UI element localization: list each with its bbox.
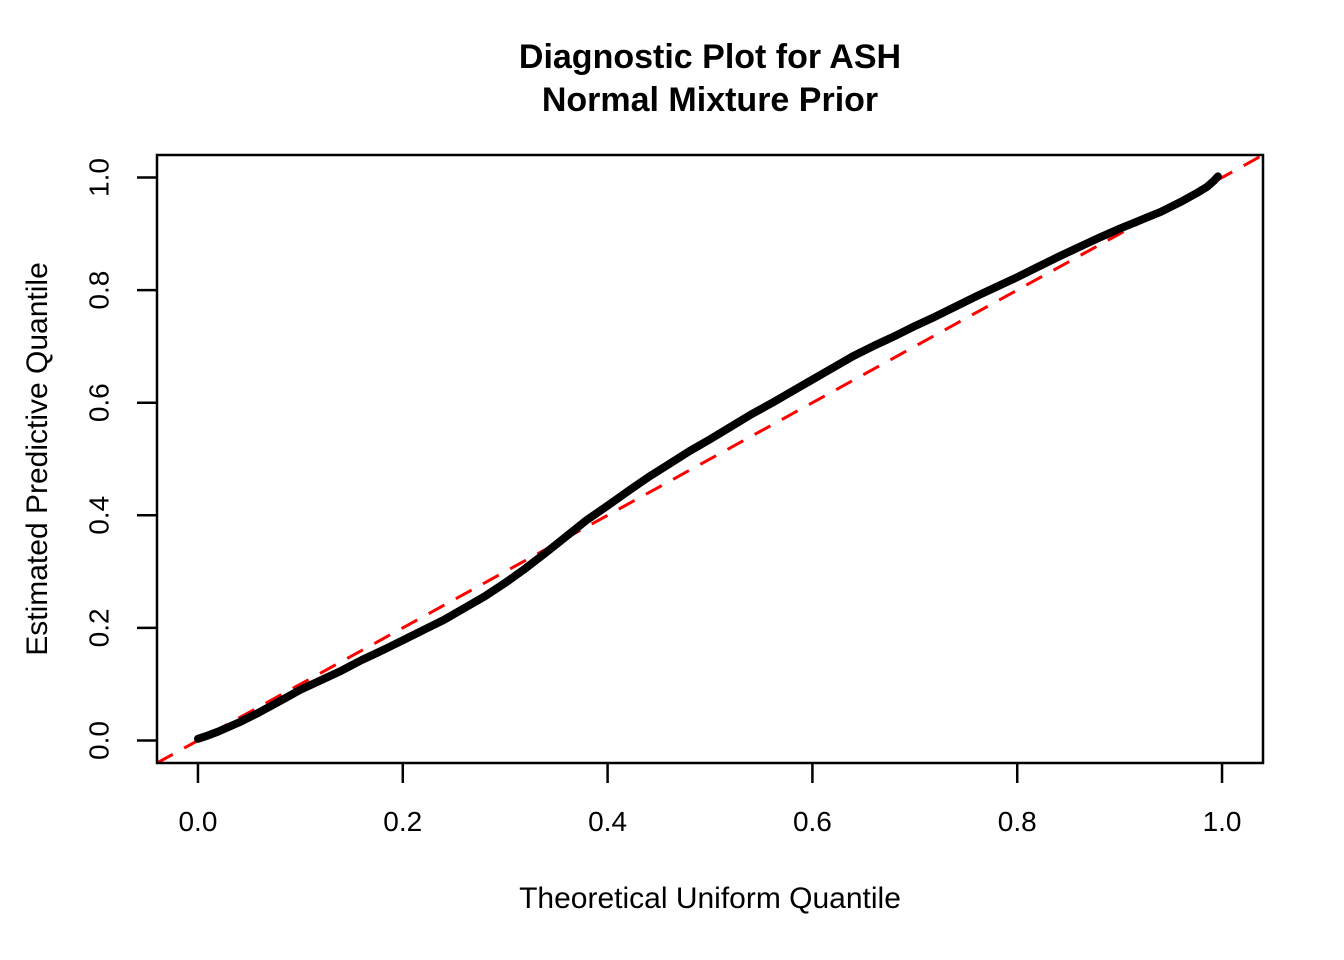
y-axis-tick-label: 0.2 [84,608,115,647]
y-axis-tick-label: 0.0 [84,721,115,760]
plot-box [155,153,1265,765]
y-axis-tick-label: 0.6 [84,383,115,422]
x-axis-tick-label: 0.2 [383,806,422,837]
y-axis-tick-label: 0.8 [84,271,115,310]
estimated-quantile-curve [194,172,1222,743]
x-axis-tick-label: 1.0 [1203,806,1242,837]
plot-title-line1: Diagnostic Plot for ASH [518,38,902,76]
plot-title-line2: Normal Mixture Prior [541,81,879,119]
x-axis-tick-label: 0.0 [178,806,217,837]
y-axis-label: Estimated Predictive Quantile [21,262,54,656]
x-axis-tick-label: 0.6 [793,806,832,837]
y-axis-tick-label: 1.0 [84,158,115,197]
x-axis-tick-label: 0.4 [588,806,627,837]
x-axis-label: Theoretical Uniform Quantile [519,882,901,915]
x-axis-tick-label: 0.8 [998,806,1037,837]
plot-title: Diagnostic Plot for ASH Normal Mixture P… [157,36,1263,122]
y-axis-tick-label: 0.4 [84,496,115,535]
reference-diagonal-line [156,153,1264,765]
